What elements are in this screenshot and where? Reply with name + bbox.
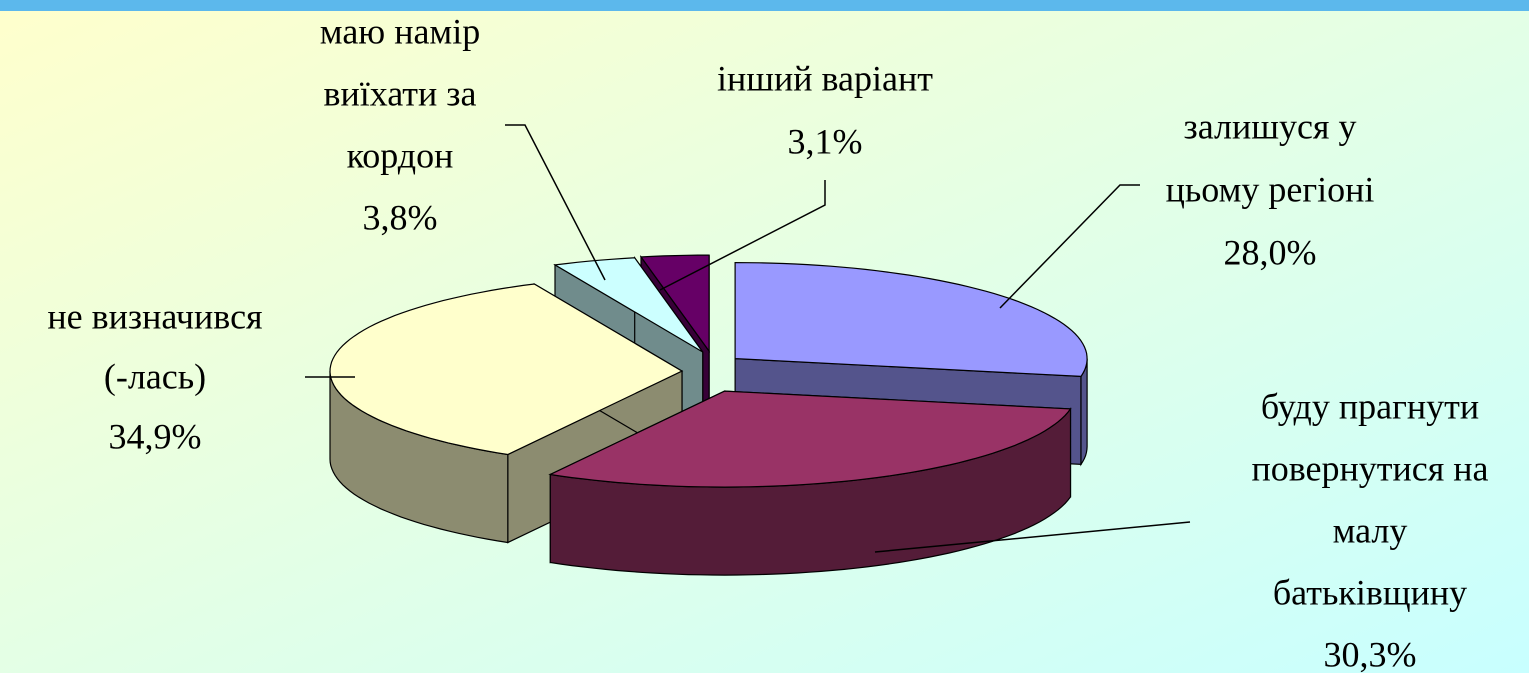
- category-label: не визначився: [47, 296, 262, 336]
- category-label: буду прагнути: [1261, 386, 1479, 426]
- slice: [329, 283, 684, 456]
- category-label: інший варіант: [717, 58, 933, 98]
- category-label: (-лась): [104, 356, 206, 396]
- top-band: [0, 0, 1529, 11]
- category-label: батьківщину: [1273, 572, 1467, 612]
- leader-line: [874, 521, 1191, 553]
- leader-line: [659, 180, 826, 291]
- value-label: 28,0%: [1224, 232, 1317, 272]
- leader-line: [999, 184, 1140, 309]
- value-label: 3,1%: [788, 121, 863, 161]
- category-label: залишуся у: [1183, 106, 1356, 146]
- leader-line: [505, 124, 606, 281]
- category-label: повернутися на: [1251, 448, 1488, 488]
- slice: [734, 261, 1088, 378]
- category-label: кордон: [347, 135, 454, 175]
- value-label: 3,8%: [363, 197, 438, 237]
- category-label: малу: [1333, 510, 1408, 550]
- category-label: цьому регіоні: [1166, 169, 1375, 209]
- value-label: 30,3%: [1324, 634, 1417, 673]
- category-label: виїхати за: [323, 73, 476, 113]
- category-label: маю намір: [320, 11, 480, 51]
- value-label: 34,9%: [109, 416, 202, 456]
- slice: [553, 257, 704, 353]
- slice: [639, 254, 710, 353]
- slice: [548, 390, 1072, 488]
